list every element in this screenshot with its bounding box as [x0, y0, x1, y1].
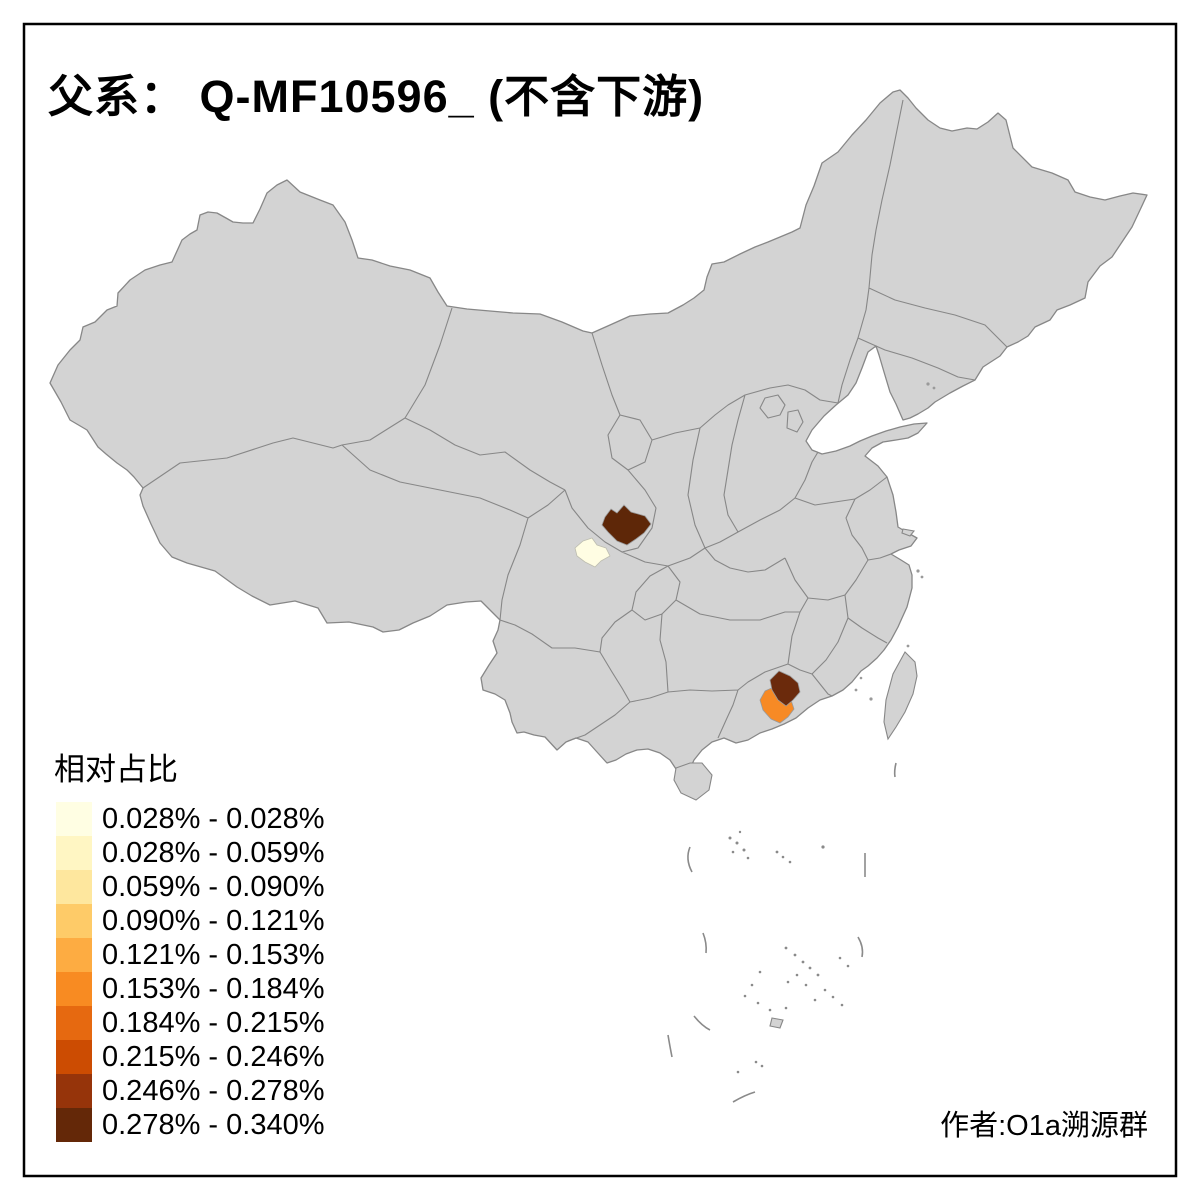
- legend-label: 0.059% - 0.090%: [102, 870, 325, 903]
- south-china-sea-features: [728, 830, 850, 1074]
- legend-label: 0.184% - 0.215%: [102, 1006, 325, 1039]
- legend-label: 0.278% - 0.340%: [102, 1108, 325, 1141]
- legend-item: 0.059% - 0.090%: [56, 870, 324, 904]
- legend-swatch: [56, 1006, 92, 1040]
- choropleth-region-southeast-gansu: [601, 504, 652, 546]
- legend-item: 0.028% - 0.028%: [56, 802, 324, 836]
- nine-dash-line-segments: [667, 762, 897, 1103]
- plot-frame: [22, 22, 1178, 1178]
- legend-item: 0.215% - 0.246%: [56, 1040, 324, 1074]
- chongming-island: [901, 528, 916, 537]
- legend-item: 0.090% - 0.121%: [56, 904, 324, 938]
- province-borders: [142, 99, 1008, 742]
- legend-item: 0.246% - 0.278%: [56, 1074, 324, 1108]
- legend-label: 0.246% - 0.278%: [102, 1074, 325, 1107]
- legend-label: 0.028% - 0.059%: [102, 836, 325, 869]
- legend-item: 0.121% - 0.153%: [56, 938, 324, 972]
- author-attribution: 作者:O1a溯源群: [940, 1110, 1148, 1142]
- legend-swatch: [56, 904, 92, 938]
- legend-label: 0.028% - 0.028%: [102, 802, 325, 835]
- legend-swatch: [56, 802, 92, 836]
- legend-label: 0.090% - 0.121%: [102, 904, 325, 937]
- legend-item: 0.153% - 0.184%: [56, 972, 324, 1006]
- choropleth-region-northeast-guangdong: [769, 670, 801, 707]
- hainan-island: [673, 762, 713, 801]
- taiwan-island: [883, 651, 918, 741]
- map-title: 父系： Q-MF10596_ (不含下游): [48, 71, 705, 122]
- legend: 相对占比 0.028% - 0.028% 0.028% - 0.059% 0.0…: [54, 744, 324, 1142]
- legend-swatch: [56, 1040, 92, 1074]
- legend-swatch: [56, 972, 92, 1006]
- legend-item: 0.184% - 0.215%: [56, 1006, 324, 1040]
- china-mainland-shape: [49, 89, 1148, 783]
- legend-swatch: [56, 1108, 92, 1142]
- legend-item: 0.028% - 0.059%: [56, 836, 324, 870]
- legend-label: 0.153% - 0.184%: [102, 972, 325, 1005]
- choropleth-region-central-sichuan: [574, 537, 611, 568]
- legend-swatch: [56, 938, 92, 972]
- legend-label: 0.215% - 0.246%: [102, 1040, 325, 1073]
- coastal-island-dots: [854, 382, 936, 701]
- legend-title: 相对占比: [54, 752, 178, 787]
- small-island: [769, 1017, 784, 1029]
- legend-swatch: [56, 1074, 92, 1108]
- legend-label: 0.121% - 0.153%: [102, 938, 325, 971]
- legend-item: 0.278% - 0.340%: [56, 1108, 324, 1142]
- islands: [673, 528, 918, 1029]
- legend-rows: 0.028% - 0.028% 0.028% - 0.059% 0.059% -…: [56, 802, 324, 1142]
- legend-swatch: [56, 870, 92, 904]
- legend-swatch: [56, 836, 92, 870]
